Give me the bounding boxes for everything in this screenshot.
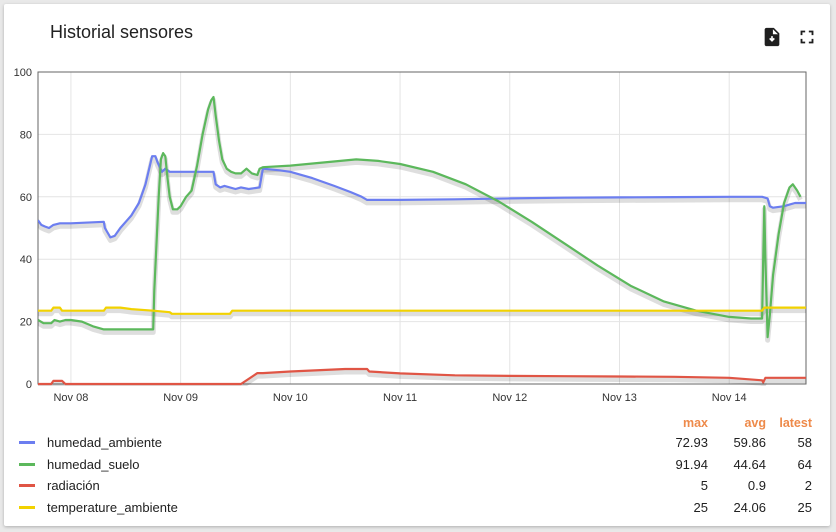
legend-item[interactable]: temperature_ambiente 25 24.06 25: [14, 498, 818, 518]
legend-swatch: [19, 463, 35, 466]
x-tick-label: Nov 11: [383, 392, 417, 404]
legend-series-name: humedad_suelo: [47, 457, 140, 472]
legend-max-value: 25: [648, 500, 708, 515]
legend-series-name: temperature_ambiente: [47, 500, 178, 515]
legend-header-latest: latest: [770, 416, 812, 430]
x-tick-label: Nov 14: [712, 392, 747, 404]
legend-latest-value: 25: [752, 500, 812, 515]
x-tick-label: Nov 13: [602, 392, 637, 404]
y-tick-label: 60: [20, 192, 32, 204]
legend-max-value: 91.94: [648, 457, 708, 472]
plot-frame: [38, 72, 806, 384]
legend-series-name: radiación: [47, 478, 100, 493]
x-tick-label: Nov 08: [53, 392, 88, 404]
x-tick-label: Nov 10: [273, 392, 308, 404]
legend-series-name: humedad_ambiente: [47, 435, 162, 450]
legend-header-max: max: [664, 416, 708, 430]
legend-header-avg: avg: [716, 416, 766, 430]
y-tick-label: 0: [26, 379, 32, 391]
legend-latest-value: 64: [752, 457, 812, 472]
chart-card: Historial sensores 0 20 40 60 80 100 Nov 08 Nov…: [4, 4, 830, 526]
y-tick-label: 100: [14, 67, 32, 79]
line-chart: 0 20 40 60 80 100 Nov 08 Nov 09 Nov 10 Nov 11 Nov …: [4, 4, 830, 404]
legend-item[interactable]: humedad_suelo 91.94 44.64 64: [14, 455, 818, 475]
y-tick-label: 80: [20, 129, 32, 141]
legend-latest-value: 58: [752, 435, 812, 450]
legend-item[interactable]: humedad_ambiente 72.93 59.86 58: [14, 433, 818, 453]
series-shadow: [38, 100, 801, 340]
legend-item[interactable]: radiación 5 0.9 2: [14, 476, 818, 496]
legend-max-value: 5: [648, 478, 708, 493]
legend-max-value: 72.93: [648, 435, 708, 450]
y-tick-label: 40: [20, 254, 32, 266]
x-tick-label: Nov 12: [492, 392, 527, 404]
y-tick-label: 20: [20, 317, 32, 329]
legend-latest-value: 2: [752, 478, 812, 493]
legend-swatch: [19, 441, 35, 444]
x-tick-label: Nov 09: [163, 392, 198, 404]
legend-swatch: [19, 484, 35, 487]
legend-swatch: [19, 506, 35, 509]
